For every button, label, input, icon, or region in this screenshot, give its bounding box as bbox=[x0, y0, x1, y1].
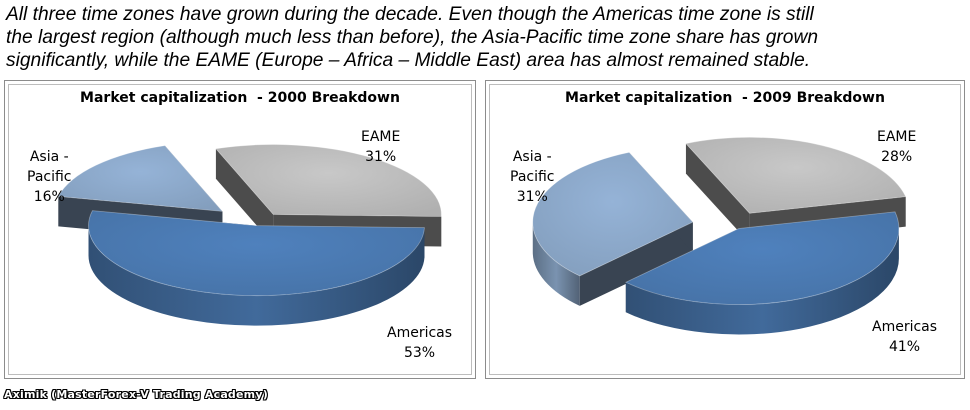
chart-2000-pie bbox=[57, 144, 442, 326]
slice-label-name: Americas bbox=[872, 319, 938, 335]
slice-wall-eame bbox=[215, 148, 274, 245]
slice-americas bbox=[624, 211, 900, 305]
chart-2009-label-americas: Americas 41% bbox=[872, 317, 937, 357]
chart-2009-pie bbox=[532, 136, 907, 335]
slice-eame bbox=[215, 144, 442, 217]
slice-label-value: 16% bbox=[33, 189, 65, 205]
chart-2000-title: Market capitalization - 2000 Breakdown bbox=[80, 90, 400, 106]
chart-2000-label-americas: Americas 53% bbox=[387, 323, 452, 363]
slice-label-value: 31% bbox=[516, 189, 548, 205]
chart-2000-panel: Market capitalization - 2000 Breakdown E… bbox=[4, 80, 476, 379]
slice-label-name: EAME bbox=[877, 129, 917, 145]
slice-eame bbox=[685, 136, 907, 214]
chart-2009-label-asia-pacific: Asia - Pacific 31% bbox=[510, 147, 555, 207]
intro-text: All three time zones have grown during t… bbox=[6, 3, 966, 72]
slice-label-name: Americas bbox=[387, 325, 453, 341]
slice-rim-americas bbox=[88, 225, 425, 326]
slice-label-name: Pacific bbox=[27, 169, 72, 185]
slice-asia-pacific bbox=[57, 145, 224, 212]
chart-2000-label-eame: EAME 31% bbox=[361, 127, 400, 167]
chart-2000-label-asia-pacific: Asia - Pacific 16% bbox=[27, 147, 72, 207]
chart-2009-title: Market capitalization - 2009 Breakdown bbox=[565, 90, 885, 106]
slice-label-value: 28% bbox=[881, 149, 913, 165]
chart-2009-panel: Market capitalization - 2009 Breakdown E… bbox=[485, 80, 965, 379]
slice-asia-pacific bbox=[532, 151, 694, 277]
slice-label-name: Asia - bbox=[29, 149, 69, 165]
chart-2000-frame bbox=[8, 84, 472, 375]
intro-line-2: the largest region (although much less t… bbox=[6, 27, 818, 48]
slice-americas bbox=[88, 210, 425, 297]
slice-label-name: Asia - bbox=[512, 149, 552, 165]
slice-label-name: Pacific bbox=[510, 169, 555, 185]
slice-label-value: 31% bbox=[365, 149, 397, 165]
intro-line-1: All three time zones have grown during t… bbox=[6, 4, 814, 25]
slice-rim-asia-pacific bbox=[532, 222, 580, 306]
chart-2009-frame bbox=[489, 84, 961, 375]
slice-label-value: 41% bbox=[888, 339, 921, 355]
slice-rim-americas bbox=[625, 228, 899, 335]
intro-line-3: significantly, while the EAME (Europe – … bbox=[6, 50, 811, 71]
slice-wall-eame bbox=[685, 143, 750, 244]
slice-label-name: EAME bbox=[361, 129, 401, 145]
slice-label-value: 53% bbox=[403, 345, 436, 361]
chart-2009-label-eame: EAME 28% bbox=[877, 127, 916, 167]
slice-wall-asia-pacific bbox=[579, 222, 693, 306]
footer-credit: Aximik (MasterForex-V Trading Academy) bbox=[4, 388, 268, 401]
